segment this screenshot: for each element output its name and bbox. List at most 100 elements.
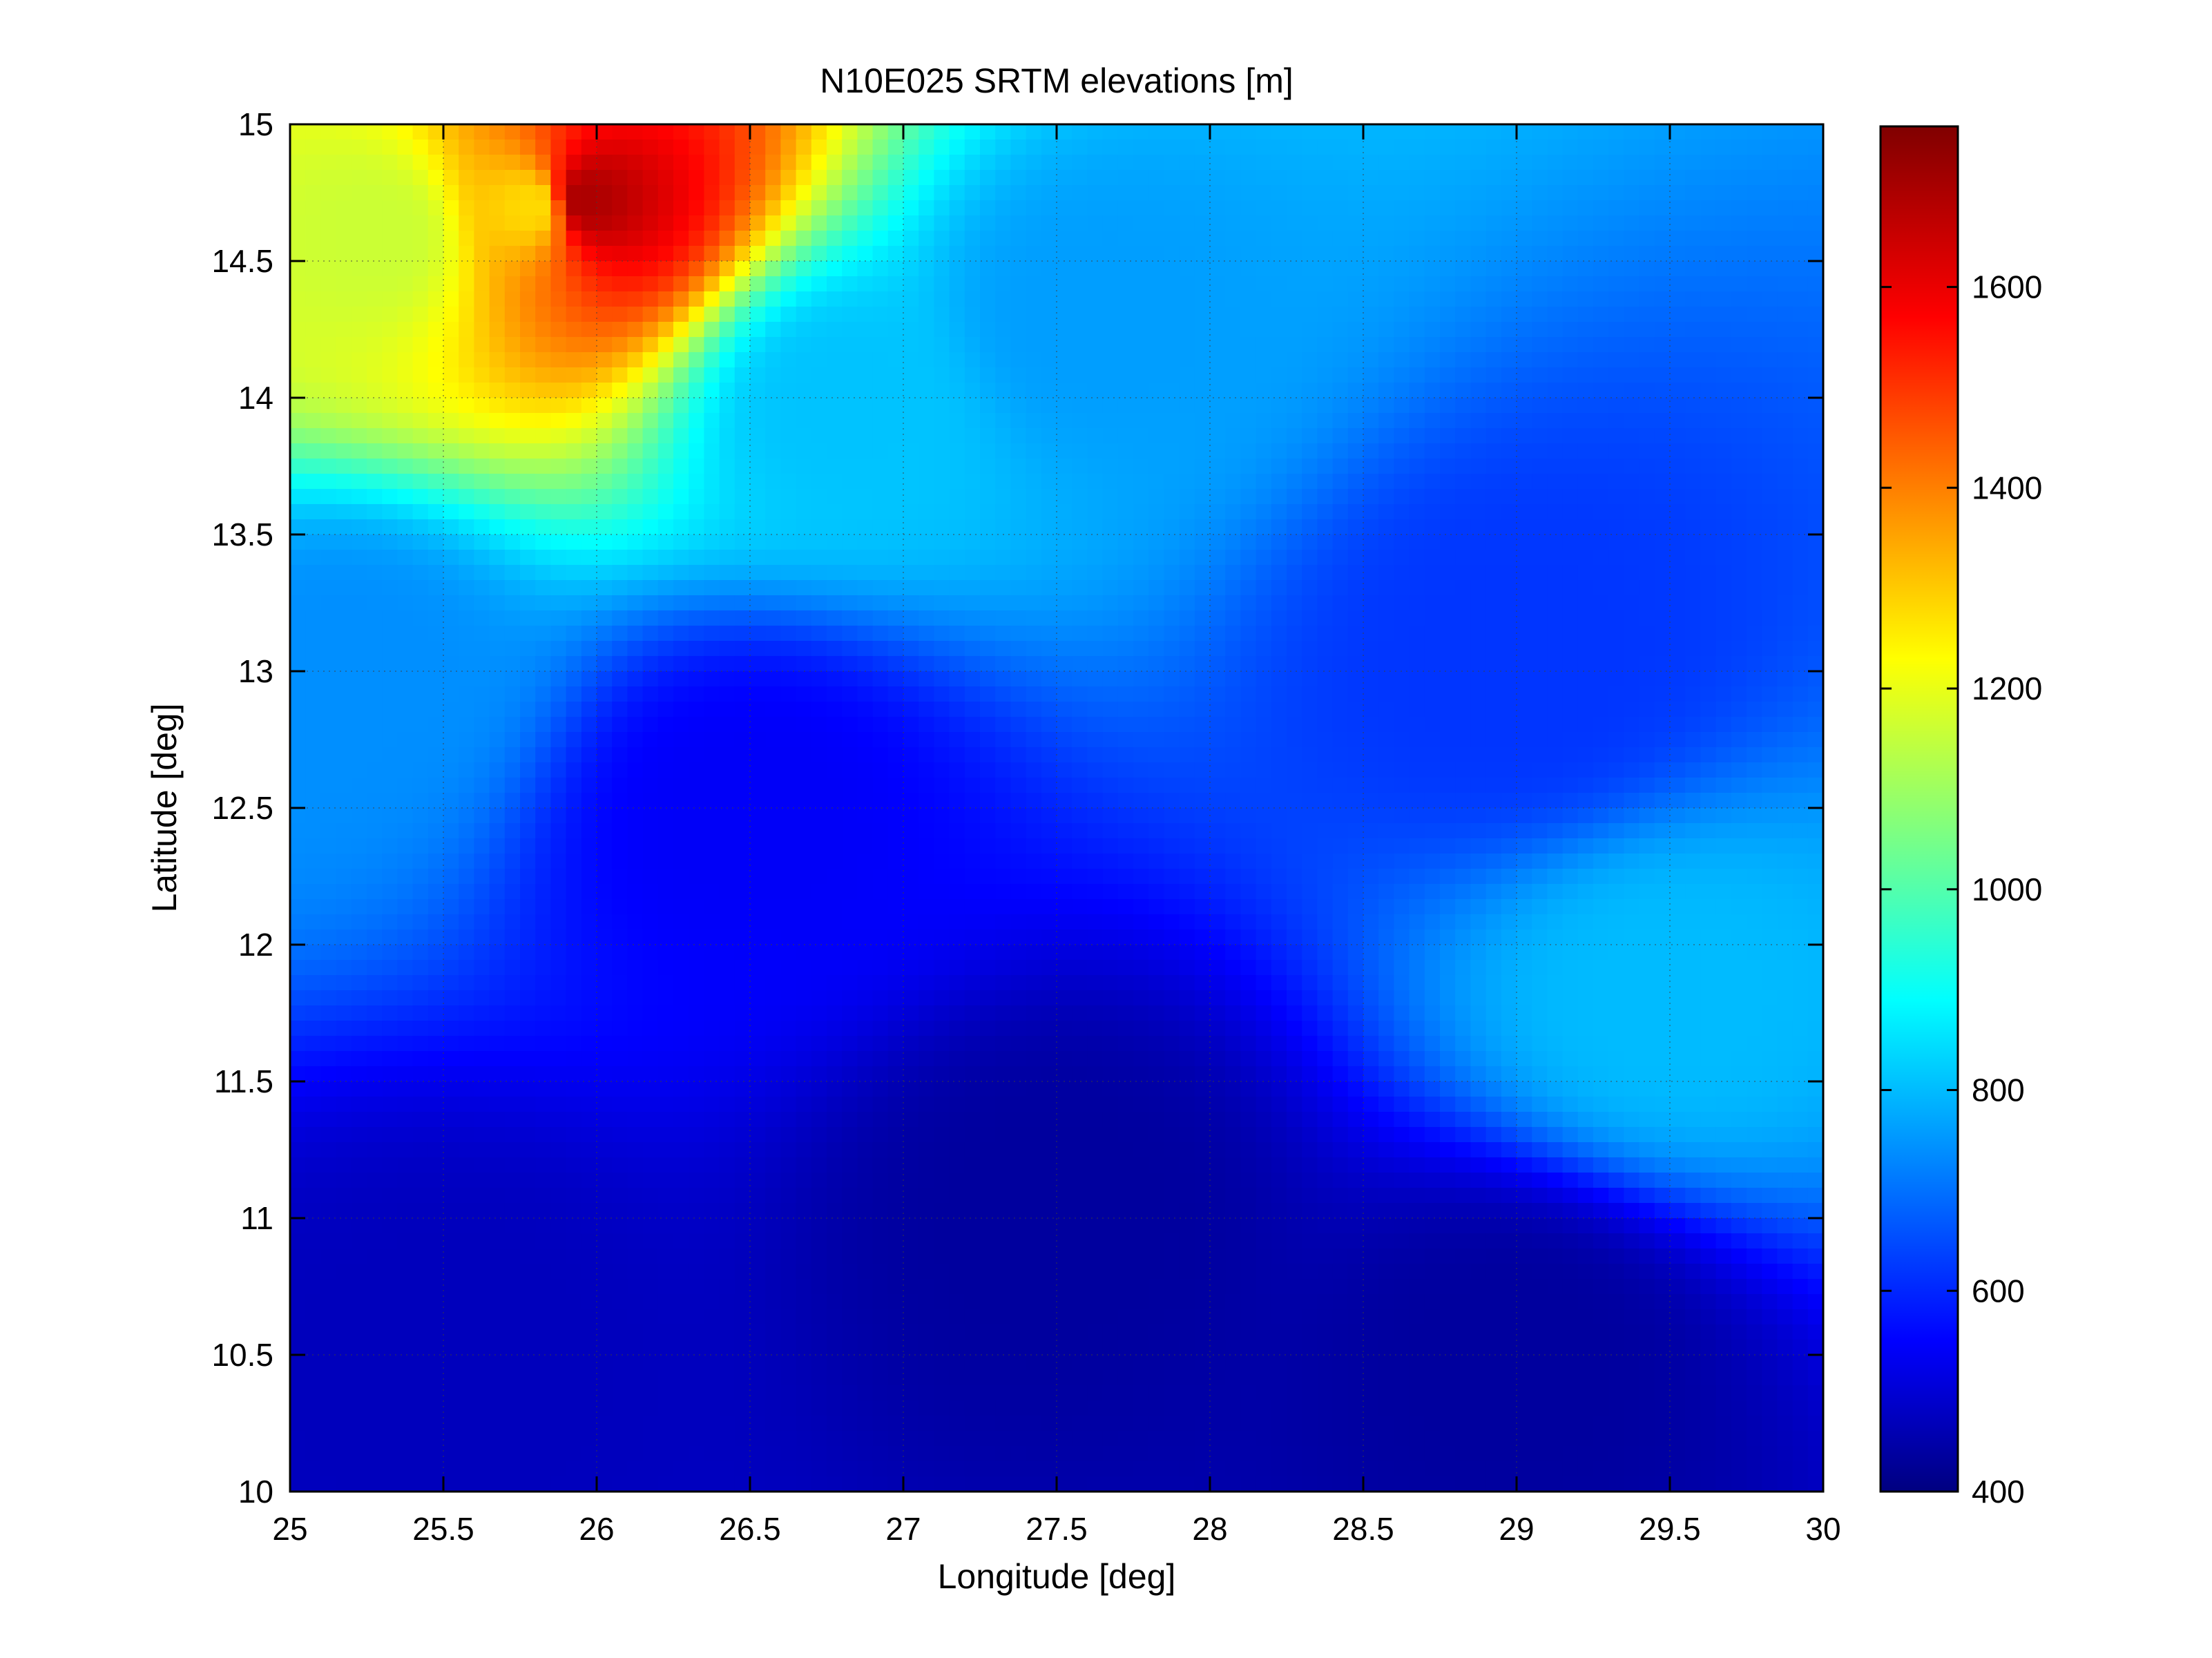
heatmap-cell: [1225, 246, 1242, 262]
heatmap-cell: [673, 322, 689, 338]
heatmap-cell: [504, 823, 521, 839]
heatmap-cell: [1747, 231, 1762, 247]
heatmap-cell: [1685, 474, 1702, 490]
heatmap-cell: [796, 808, 812, 824]
heatmap-cell: [427, 808, 444, 824]
heatmap-cell: [612, 565, 628, 581]
heatmap-cell: [627, 686, 644, 702]
heatmap-cell: [535, 139, 552, 155]
heatmap-cell: [980, 565, 996, 581]
heatmap-cell: [857, 307, 874, 322]
heatmap-cell: [934, 580, 950, 596]
heatmap-cell: [1394, 428, 1410, 444]
heatmap-cell: [351, 656, 367, 672]
heatmap-cell: [382, 261, 398, 277]
heatmap-cell: [857, 778, 874, 793]
heatmap-cell: [1041, 246, 1057, 262]
heatmap-cell: [367, 215, 383, 231]
heatmap-cell: [520, 595, 536, 611]
heatmap-cell: [872, 641, 889, 657]
heatmap-cell: [811, 595, 827, 611]
heatmap-cell: [427, 337, 444, 353]
heatmap-cell: [734, 200, 751, 216]
heatmap-cell: [1179, 595, 1195, 611]
heatmap-cell: [1164, 367, 1180, 383]
heatmap-cell: [1087, 747, 1104, 763]
heatmap-cell: [474, 124, 490, 140]
heatmap-cell: [597, 459, 613, 474]
heatmap-cell: [689, 702, 705, 717]
heatmap-cell: [1102, 504, 1119, 520]
heatmap-cell: [1455, 398, 1472, 414]
heatmap-cell: [919, 443, 935, 459]
heatmap-cell: [520, 504, 536, 520]
heatmap-cell: [550, 139, 567, 155]
heatmap-cell: [550, 398, 567, 414]
heatmap-cell: [857, 428, 874, 444]
heatmap-cell: [1240, 550, 1257, 566]
heatmap-cell: [689, 443, 705, 459]
heatmap-cell: [1026, 443, 1042, 459]
heatmap-cell: [1133, 352, 1149, 368]
heatmap-cell: [903, 231, 919, 247]
heatmap-cell: [520, 854, 536, 869]
heatmap-cell: [842, 747, 858, 763]
heatmap-cell: [1577, 124, 1594, 140]
heatmap-cell: [780, 139, 797, 155]
heatmap-cell: [1332, 534, 1349, 550]
heatmap-cell: [412, 185, 429, 201]
heatmap-cell: [1440, 702, 1456, 717]
heatmap-cell: [412, 656, 429, 672]
heatmap-cell: [290, 778, 306, 793]
heatmap-cell: [673, 246, 689, 262]
heatmap-cell: [1670, 808, 1686, 824]
heatmap-cell: [949, 702, 965, 717]
heatmap-cell: [1440, 155, 1456, 171]
heatmap-cell: [520, 170, 536, 186]
heatmap-cell: [320, 139, 337, 155]
heatmap-cell: [1133, 686, 1149, 702]
heatmap-cell: [1654, 580, 1671, 596]
heatmap-cell: [443, 626, 459, 642]
heatmap-cell: [704, 550, 720, 566]
heatmap-cell: [520, 322, 536, 338]
heatmap-cell: [1639, 793, 1655, 809]
heatmap-cell: [980, 656, 996, 672]
heatmap-cell: [627, 671, 644, 687]
heatmap-cell: [351, 443, 367, 459]
heatmap-cell: [872, 443, 889, 459]
heatmap-cell: [566, 762, 582, 778]
heatmap-cell: [1470, 124, 1487, 140]
heatmap-cell: [1164, 686, 1180, 702]
heatmap-cell: [1700, 413, 1717, 429]
heatmap-cell: [903, 413, 919, 429]
heatmap-cell: [1179, 322, 1195, 338]
heatmap-cell: [949, 459, 965, 474]
heatmap-cell: [305, 808, 322, 824]
heatmap-cell: [1302, 200, 1318, 216]
heatmap-cell: [827, 762, 843, 778]
heatmap-cell: [796, 732, 812, 748]
heatmap-cell: [1547, 762, 1564, 778]
heatmap-cell: [1670, 580, 1686, 596]
heatmap-cell: [1409, 261, 1425, 277]
heatmap-cell: [535, 246, 552, 262]
heatmap-cell: [704, 443, 720, 459]
heatmap-cell: [1256, 519, 1272, 535]
heatmap-cell: [1517, 717, 1532, 733]
heatmap-cell: [1378, 656, 1395, 672]
heatmap-cell: [1010, 459, 1027, 474]
heatmap-cell: [780, 732, 797, 748]
heatmap-cell: [964, 215, 981, 231]
heatmap-cell: [995, 170, 1012, 186]
heatmap-cell: [474, 869, 490, 885]
heatmap-cell: [1148, 762, 1165, 778]
heatmap-cell: [1470, 793, 1487, 809]
heatmap-cell: [1685, 261, 1702, 277]
heatmap-cell: [1256, 443, 1272, 459]
heatmap-cell: [1347, 231, 1364, 247]
heatmap-cell: [673, 443, 689, 459]
heatmap-cell: [443, 489, 459, 505]
heatmap-cell: [949, 610, 965, 626]
heatmap-cell: [489, 823, 506, 839]
